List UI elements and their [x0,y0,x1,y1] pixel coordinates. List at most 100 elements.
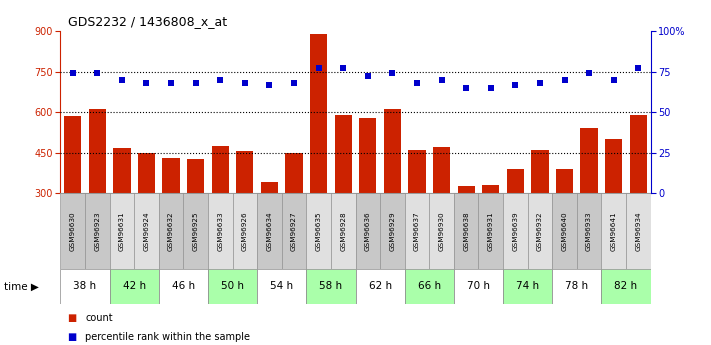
Point [485,85,496,91]
Bar [85,193,109,269]
Bar [64,116,81,193]
Bar [306,193,331,269]
Point [534,80,545,86]
Text: count: count [85,313,113,323]
Text: GSM96933: GSM96933 [586,211,592,251]
Point [559,77,570,82]
Text: time ▶: time ▶ [4,282,38,291]
Text: 70 h: 70 h [467,282,490,291]
Point [264,82,275,87]
Text: GSM96923: GSM96923 [95,211,100,251]
Bar [163,158,180,193]
Bar [580,128,598,193]
Text: 62 h: 62 h [368,282,392,291]
Bar [285,152,303,193]
Point [289,80,300,86]
Bar [187,159,204,193]
Point [387,70,398,76]
Point [584,70,595,76]
Text: GSM96928: GSM96928 [340,211,346,251]
Point [313,66,324,71]
Bar [282,193,306,269]
Point [67,70,78,76]
Bar [236,151,253,193]
Text: 50 h: 50 h [221,282,244,291]
Text: GSM96638: GSM96638 [463,211,469,251]
Bar [134,193,159,269]
Bar [257,269,306,304]
Bar [503,193,528,269]
Text: GDS2232 / 1436808_x_at: GDS2232 / 1436808_x_at [68,14,227,28]
Bar [384,109,401,193]
Bar [433,147,450,193]
Text: GSM96630: GSM96630 [70,211,76,251]
Bar [232,193,257,269]
Text: GSM96636: GSM96636 [365,211,371,251]
Point [166,80,177,86]
Point [190,80,201,86]
Text: GSM96640: GSM96640 [562,211,567,251]
Bar [605,139,622,193]
Text: GSM96930: GSM96930 [439,211,444,251]
Point [510,82,521,87]
Text: GSM96637: GSM96637 [414,211,420,251]
Bar [208,193,232,269]
Bar [310,34,327,193]
Bar [331,193,356,269]
Bar [556,169,573,193]
Bar [482,185,499,193]
Text: 38 h: 38 h [73,282,97,291]
Text: GSM96631: GSM96631 [119,211,125,251]
Text: GSM96926: GSM96926 [242,211,248,251]
Bar [602,193,626,269]
Bar [306,269,356,304]
Bar [359,118,376,193]
Bar [531,150,548,193]
Bar [113,148,131,193]
Text: 42 h: 42 h [122,282,146,291]
Bar [626,193,651,269]
Bar [60,269,109,304]
Text: 82 h: 82 h [614,282,638,291]
Point [436,77,447,82]
Text: 78 h: 78 h [565,282,589,291]
Bar [212,146,229,193]
Bar [552,193,577,269]
Bar [429,193,454,269]
Point [338,66,349,71]
Bar [630,115,647,193]
Text: GSM96632: GSM96632 [168,211,174,251]
Bar [380,193,405,269]
Point [362,74,373,79]
Text: GSM96641: GSM96641 [611,211,616,251]
Bar [109,193,134,269]
Bar [257,193,282,269]
Text: ■: ■ [68,313,77,323]
Point [141,80,152,86]
Bar [528,193,552,269]
Point [461,85,472,91]
Text: GSM96934: GSM96934 [635,211,641,251]
Point [239,80,250,86]
Bar [454,193,479,269]
Bar [405,269,454,304]
Text: GSM96634: GSM96634 [267,211,272,251]
Bar [503,269,552,304]
Text: 66 h: 66 h [417,282,441,291]
Bar [159,269,208,304]
Bar [208,269,257,304]
Point [215,77,226,82]
Text: 58 h: 58 h [319,282,343,291]
Text: GSM96931: GSM96931 [488,211,493,251]
Bar [138,152,155,193]
Text: GSM96929: GSM96929 [390,211,395,251]
Bar [552,269,602,304]
Point [633,66,644,71]
Text: 46 h: 46 h [172,282,195,291]
Text: GSM96932: GSM96932 [537,211,543,251]
Bar [335,115,352,193]
Bar [405,193,429,269]
Bar [109,269,159,304]
Point [608,77,619,82]
Bar [479,193,503,269]
